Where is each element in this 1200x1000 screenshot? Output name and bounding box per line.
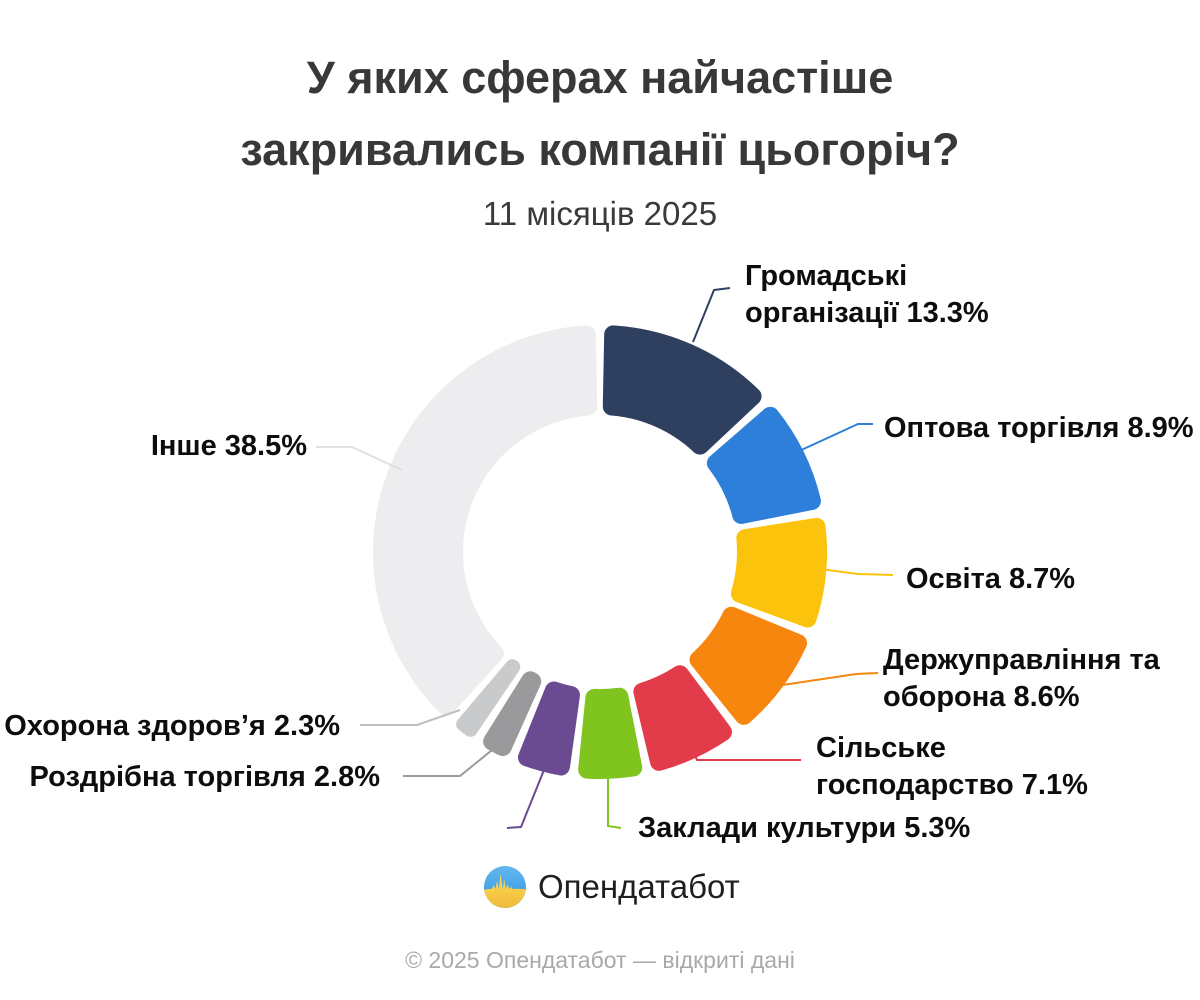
callout-line: Інше 38.5%	[150, 430, 307, 462]
leader-line-zaklady	[607, 776, 622, 829]
callout-inshe: Інше 38.5%	[151, 428, 307, 465]
donut-segment-9	[373, 325, 598, 716]
title-line-1: У яких сферах найчастіше	[306, 52, 894, 103]
leader-line-okhorona	[360, 709, 461, 726]
callout-zaklady: Заклади культури 5.3%	[638, 810, 970, 847]
footer-text: © 2025 Опендатабот — відкриті дані	[405, 947, 795, 973]
callout-okhorona: Охорона здоров’я 2.3%	[4, 708, 340, 745]
logo-pulse-skyline	[484, 873, 526, 908]
donut-segment-8	[456, 659, 521, 737]
opendatabot-logo-text: Опендатабот	[538, 868, 740, 905]
donut-segment-3	[689, 606, 808, 725]
callout-line: Громадські	[745, 260, 908, 292]
callout-line: оборона 8.6%	[883, 681, 1080, 713]
callout-osvita: Освіта 8.7%	[906, 561, 1075, 598]
leader-line-optova	[796, 423, 873, 453]
donut-segment-1	[706, 406, 821, 524]
chart-header: У яких сферах найчастіше закривались ком…	[0, 42, 1200, 234]
callout-line: господарство 7.1%	[816, 769, 1088, 801]
callout-line: Сільське	[816, 732, 946, 764]
donut-segment-2	[730, 517, 828, 628]
footer: © 2025 Опендатабот — відкриті дані	[0, 946, 1200, 974]
leader-line-rozdribna	[403, 745, 498, 777]
leader-line-hromadski	[692, 287, 731, 343]
donut-segment-4	[633, 665, 732, 771]
callout-line: Роздрібна торгівля 2.8%	[29, 761, 381, 793]
leader-line-silske	[690, 745, 801, 761]
opendatabot-logo-icon	[484, 866, 526, 908]
leader-line-unlabeled-purple	[506, 759, 549, 829]
callout-line: організації 13.3%	[745, 297, 989, 329]
callout-line: Заклади культури 5.3%	[638, 812, 971, 844]
callout-hromadski: Громадські організації 13.3%	[745, 258, 989, 332]
callout-line: Освіта 8.7%	[906, 563, 1076, 595]
callout-line: Оптова торгівля 8.9%	[884, 412, 1194, 444]
callout-optova: Оптова торгівля 8.9%	[884, 410, 1194, 447]
callout-line: Держуправління та	[883, 644, 1160, 676]
opendatabot-logo: Опендатабот	[484, 866, 740, 908]
donut-segment-5	[578, 687, 643, 779]
donut-segment-0	[602, 325, 762, 455]
title-line-2: закривались компанії цьогоріч?	[240, 124, 960, 175]
donut-segment-7	[483, 671, 542, 757]
callout-rozdribna: Роздрібна торгівля 2.8%	[30, 759, 381, 796]
page-title: У яких сферах найчастіше закривались ком…	[0, 42, 1200, 186]
callout-silske: Сільське господарство 7.1%	[816, 730, 1088, 804]
callout-line: Охорона здоров’я 2.3%	[4, 710, 340, 742]
donut-segment-unlabeled	[517, 681, 580, 776]
leader-line-inshe	[316, 446, 403, 471]
leader-line-derzh	[775, 672, 879, 687]
page-subtitle: 11 місяців 2025	[482, 195, 718, 232]
leader-line-osvita	[819, 568, 894, 576]
callout-derzh: Держуправління та оборона 8.6%	[883, 642, 1160, 716]
